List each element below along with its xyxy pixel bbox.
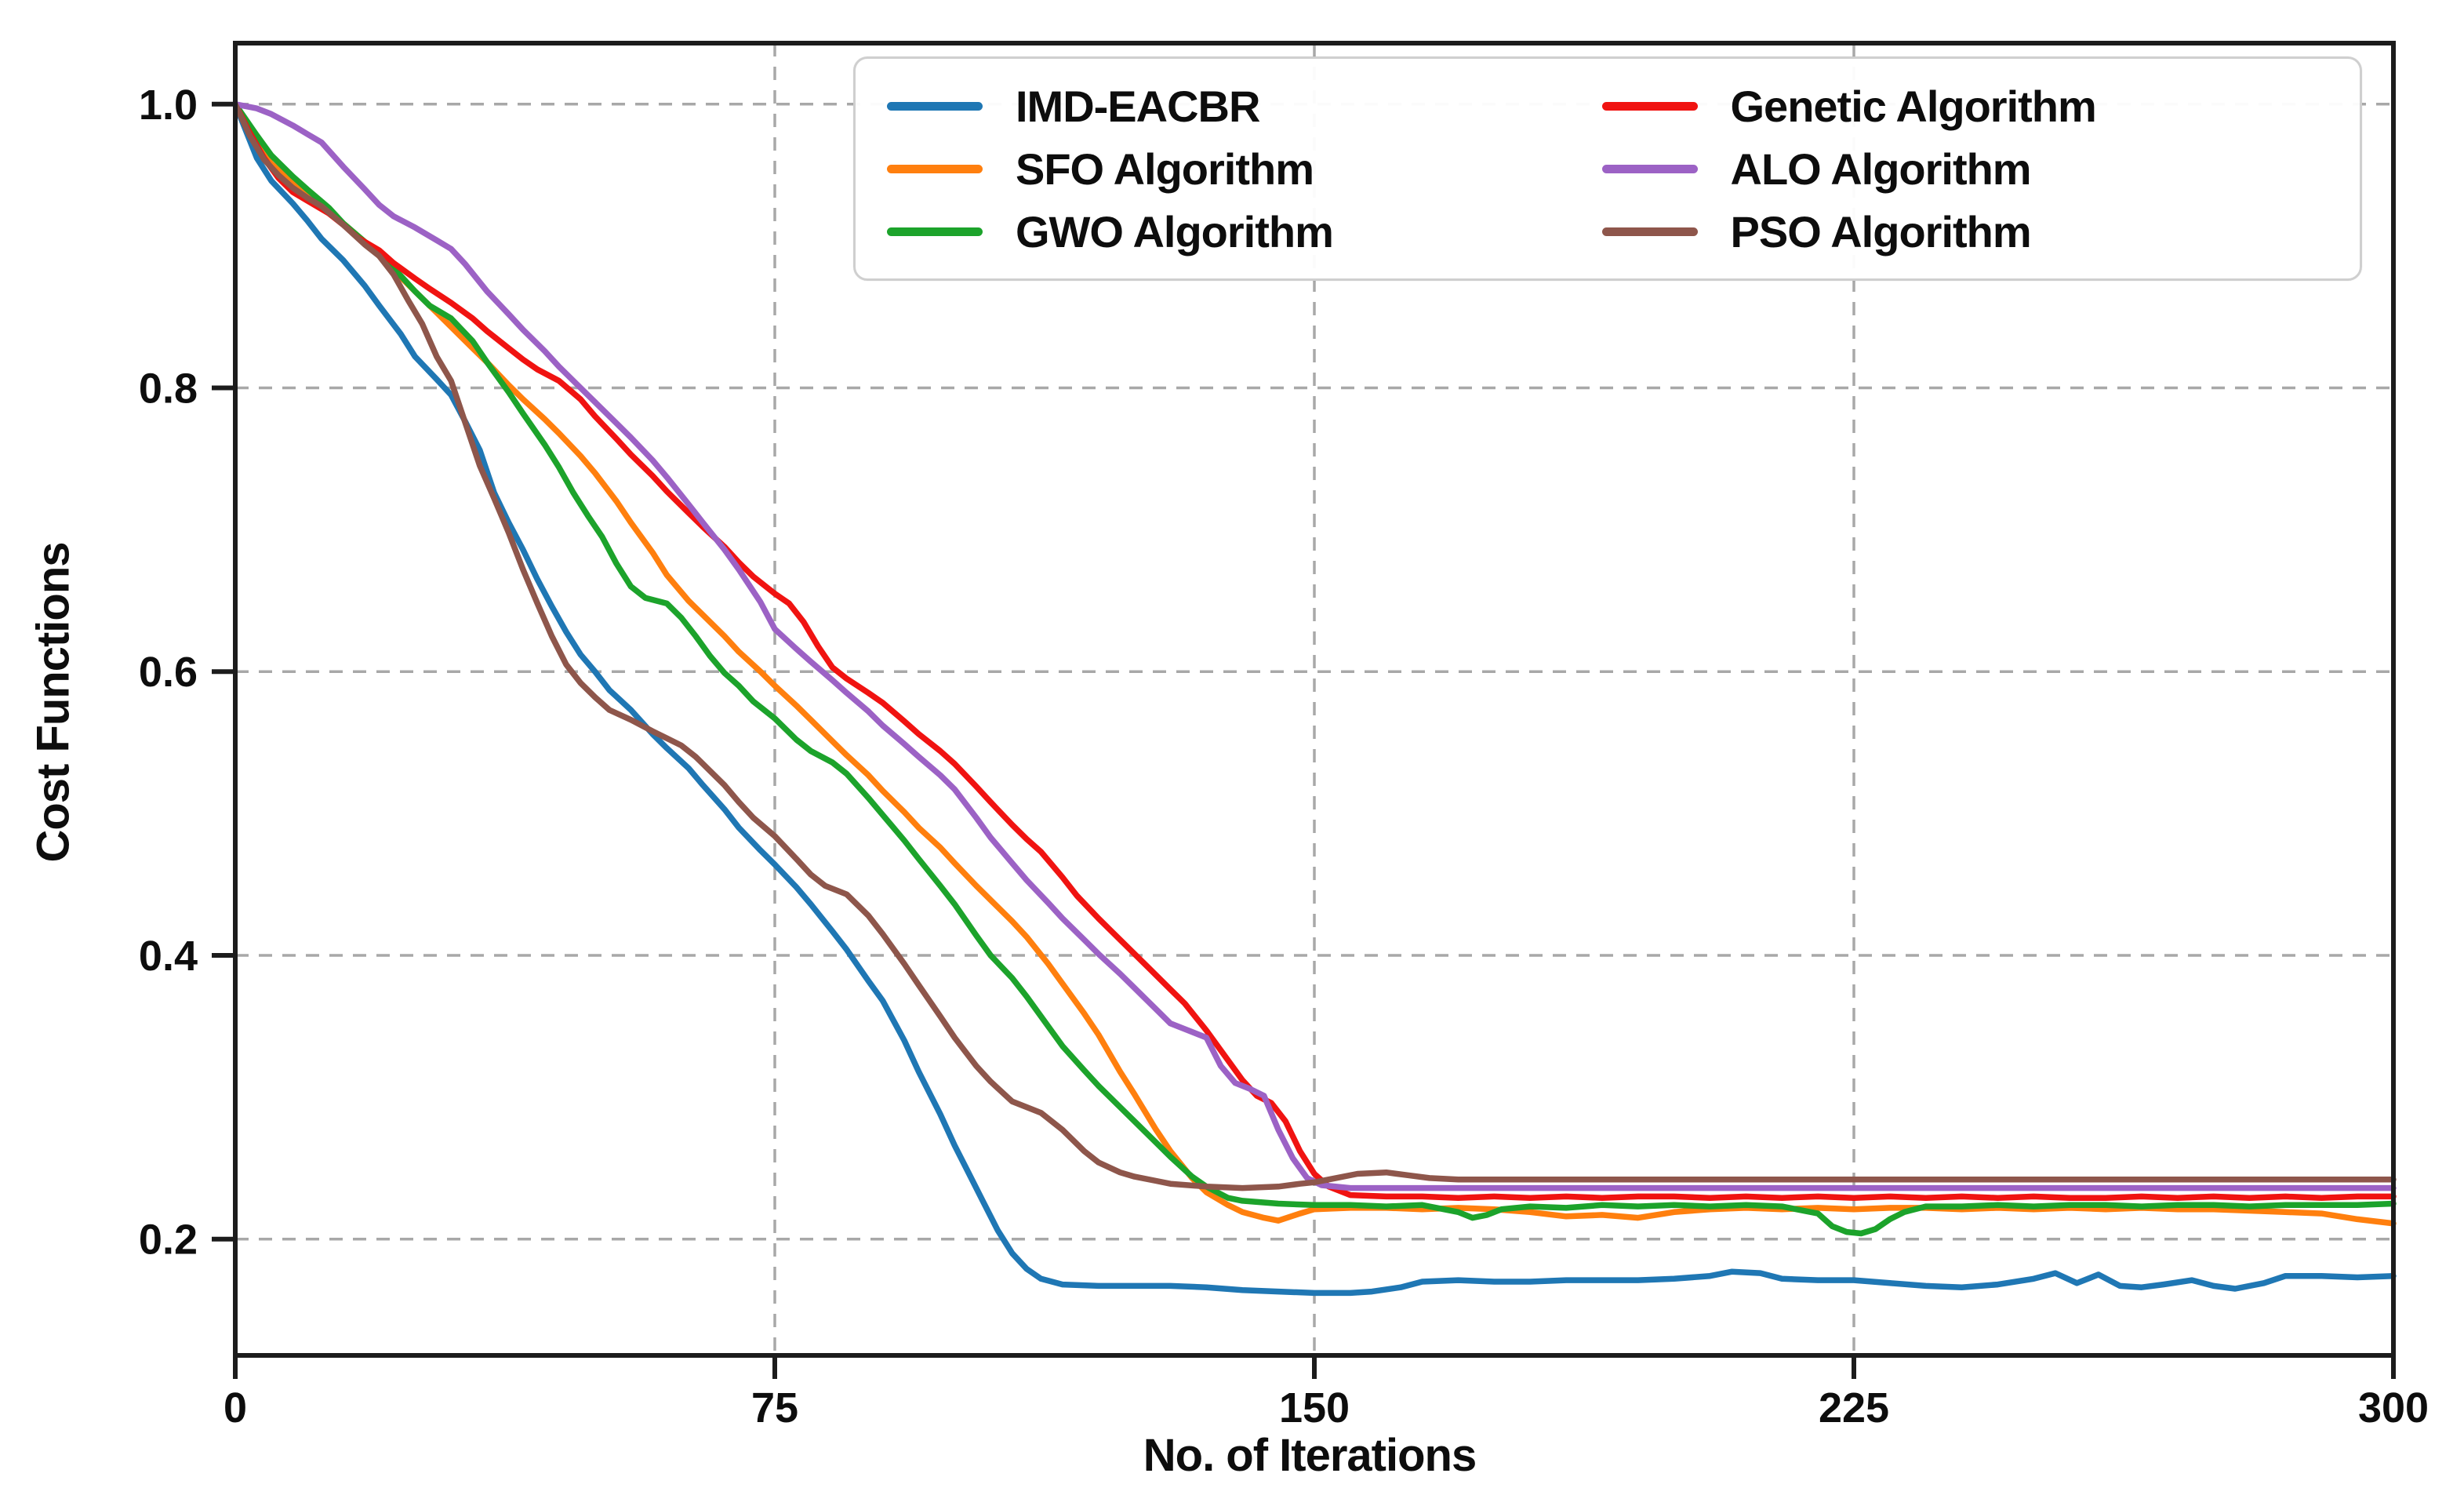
y-tick-label-0.4: 0.4 bbox=[139, 933, 198, 980]
y-tick-label-0.8: 0.8 bbox=[139, 366, 198, 413]
axis-ticks bbox=[212, 101, 2396, 1379]
legend-item-genetic: Genetic Algorithm bbox=[1601, 75, 2317, 137]
legend-item-pso: PSO Algorithm bbox=[1601, 200, 2317, 263]
legend-label-sfo: SFO Algorithm bbox=[1016, 144, 1314, 194]
y-tick-label-0.2: 0.2 bbox=[139, 1217, 198, 1264]
x-tick-label-75: 75 bbox=[751, 1384, 798, 1431]
x-axis-title: No. of Iterations bbox=[1143, 1430, 1477, 1481]
tick-labels: 0 75 150 225 300 1.0 0.8 0.6 0.4 0.2 bbox=[139, 82, 2429, 1431]
legend-swatch-gwo bbox=[887, 227, 983, 236]
legend-label-gwo: GWO Algorithm bbox=[1016, 206, 1334, 256]
legend-swatch-alo bbox=[1601, 164, 1698, 173]
series-line-alo-algorithm bbox=[232, 101, 2397, 1191]
legend-swatch-genetic bbox=[1601, 101, 1698, 111]
legend-label-alo: ALO Algorithm bbox=[1730, 144, 2032, 194]
series-line-gwo-algorithm bbox=[232, 101, 2397, 1237]
x-tick-label-0: 0 bbox=[224, 1384, 247, 1431]
data-series bbox=[232, 101, 2397, 1297]
y-axis-title: Cost Functions bbox=[27, 542, 79, 863]
x-tick-label-225: 225 bbox=[1819, 1384, 1889, 1431]
y-tick-label-1.0: 1.0 bbox=[139, 82, 198, 129]
legend-label-genetic: Genetic Algorithm bbox=[1730, 81, 2097, 131]
legend-swatch-pso bbox=[1601, 227, 1698, 236]
x-tick-label-300: 300 bbox=[2358, 1384, 2429, 1431]
legend-item-imd-eacbr: IMD-EACBR bbox=[887, 75, 1602, 137]
legend-label-pso: PSO Algorithm bbox=[1730, 206, 2032, 256]
series-line-sfo-algorithm bbox=[232, 101, 2397, 1227]
legend-item-sfo: SFO Algorithm bbox=[887, 137, 1602, 200]
legend-swatch-imd-eacbr bbox=[887, 101, 983, 111]
y-tick-label-0.6: 0.6 bbox=[139, 649, 198, 696]
series-line-genetic-algorithm bbox=[232, 101, 2397, 1201]
legend-item-alo: ALO Algorithm bbox=[1601, 137, 2317, 200]
legend-swatch-sfo bbox=[887, 164, 983, 173]
legend: IMD-EACBR SFO Algorithm GWO Algorithm Ge… bbox=[853, 56, 2362, 281]
series-line-pso-algorithm bbox=[232, 101, 2397, 1191]
legend-label-imd-eacbr: IMD-EACBR bbox=[1016, 81, 1260, 131]
legend-item-gwo: GWO Algorithm bbox=[887, 200, 1602, 263]
x-tick-label-150: 150 bbox=[1279, 1384, 1350, 1431]
